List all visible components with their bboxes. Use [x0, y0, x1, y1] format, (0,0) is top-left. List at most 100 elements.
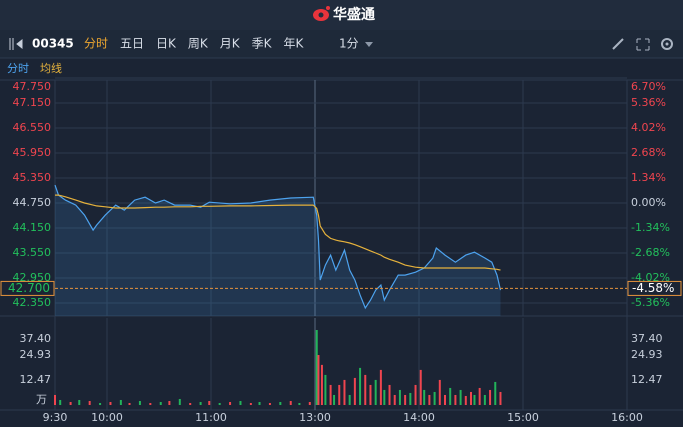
volume-bar [433, 391, 436, 405]
volume-bar [298, 402, 301, 405]
legend-entry: 均线 [40, 61, 62, 75]
tab[interactable]: 分时 [84, 37, 108, 51]
series-line [54, 184, 502, 310]
y-tick-label: 12.47 [20, 373, 52, 386]
volume-bar [208, 400, 211, 405]
toolbar [0, 30, 683, 58]
volume-bar [464, 395, 467, 405]
y2-tick-label: 6.70% [631, 80, 666, 93]
volume-bar [470, 391, 472, 405]
y-tick-label: 43.550 [13, 246, 52, 259]
tab[interactable]: 年K [284, 37, 305, 51]
volume-bar [359, 367, 362, 405]
volume-bar [438, 379, 441, 405]
tab[interactable]: 季K [252, 37, 273, 51]
top-bar [0, 0, 683, 30]
y-tick-label: 47.750 [13, 80, 52, 93]
volume-bar [414, 384, 417, 405]
volume-bar [459, 389, 462, 405]
volume-bar [419, 369, 422, 405]
last-change-box [627, 280, 682, 296]
volume-bar [383, 389, 386, 405]
price-area [55, 185, 501, 316]
x-tick-label: 11:00 [195, 411, 227, 424]
volume-bar [423, 389, 426, 405]
volume-bar [348, 394, 351, 405]
y-tick-label: 44.750 [13, 196, 52, 209]
volume-bar [249, 402, 252, 405]
y2-tick-label: 4.02% [631, 121, 666, 134]
volume-bar [369, 384, 372, 405]
volume-bar [454, 394, 457, 405]
volume-bar [388, 384, 391, 405]
unit-label: 万 [36, 393, 47, 406]
y-tick-label: 37.40 [631, 332, 663, 345]
volume-bar [494, 381, 497, 405]
fullscreen-icon[interactable] [636, 38, 650, 51]
y-tick-label: 12.47 [631, 373, 663, 386]
tab[interactable]: 月K [220, 37, 241, 51]
y-tick-label: 37.40 [20, 332, 52, 345]
volume-bar [374, 379, 377, 405]
y-tick-label: 42.350 [13, 296, 52, 309]
last-price-label: 42.700 [8, 281, 50, 295]
volume-bar [149, 402, 152, 405]
volume-bar [54, 394, 56, 405]
volume-bar [329, 384, 332, 405]
y2-tick-label: -1.34% [631, 221, 670, 234]
interval-select[interactable]: 1分 [339, 37, 359, 51]
volume-bar [99, 402, 102, 405]
x-tick-label: 14:00 [403, 411, 435, 424]
volume-bar [379, 369, 382, 405]
volume-bar [449, 387, 452, 405]
volume-bar [398, 389, 401, 405]
volume-bar [317, 355, 320, 405]
volume-bar [279, 401, 282, 405]
y-tick-label: 44.150 [13, 221, 52, 234]
y2-tick-label: 2.68% [631, 146, 666, 159]
y2-tick-label: -5.36% [631, 296, 670, 309]
tab[interactable]: 周K [188, 37, 209, 51]
volume-bar [409, 392, 412, 405]
x-tick-label: 9:30 [43, 411, 68, 424]
y-tick-label: 47.150 [13, 96, 52, 109]
volume-bar [444, 394, 446, 405]
y2-tick-label: 0.00% [631, 196, 666, 209]
dropdown-caret[interactable] [365, 42, 373, 47]
tab[interactable]: 五日 [120, 37, 144, 51]
y2-tick-label: -4.02% [631, 271, 670, 284]
volume-bar [473, 394, 476, 405]
last-change-label: -4.58% [632, 281, 674, 295]
volume-bar [499, 391, 502, 405]
legend-entry: 分时 [7, 62, 29, 75]
volume-bar [289, 400, 292, 405]
volume-bar [229, 401, 232, 405]
y-tick-label: 45.350 [13, 171, 52, 184]
volume-bar [478, 387, 481, 405]
series-line [55, 194, 501, 271]
volume-bar [404, 394, 407, 405]
volume-bar [324, 374, 327, 405]
settings-icon[interactable] [661, 38, 673, 50]
app-title: 华盛通 [333, 6, 375, 23]
x-tick-label: 10:00 [91, 411, 123, 424]
x-tick-label: 13:00 [299, 411, 331, 424]
logo-icon [313, 6, 330, 21]
volume-bar [119, 399, 122, 405]
volume-bar [218, 402, 221, 405]
volume-bar [315, 330, 318, 405]
y-tick-label: 24.93 [20, 348, 52, 361]
volume-bar [364, 374, 367, 405]
y-tick-label: 42.950 [13, 271, 52, 284]
volume-bar [258, 401, 261, 405]
volume-bar [483, 394, 486, 405]
draw-icon[interactable] [612, 38, 624, 50]
tab[interactable]: 日K [156, 37, 177, 51]
y-tick-label: 45.950 [13, 146, 52, 159]
volume-bar [393, 394, 396, 405]
volume-bar [189, 402, 192, 405]
collapse-icon[interactable] [9, 38, 23, 50]
y2-tick-label: 1.34% [631, 171, 666, 184]
